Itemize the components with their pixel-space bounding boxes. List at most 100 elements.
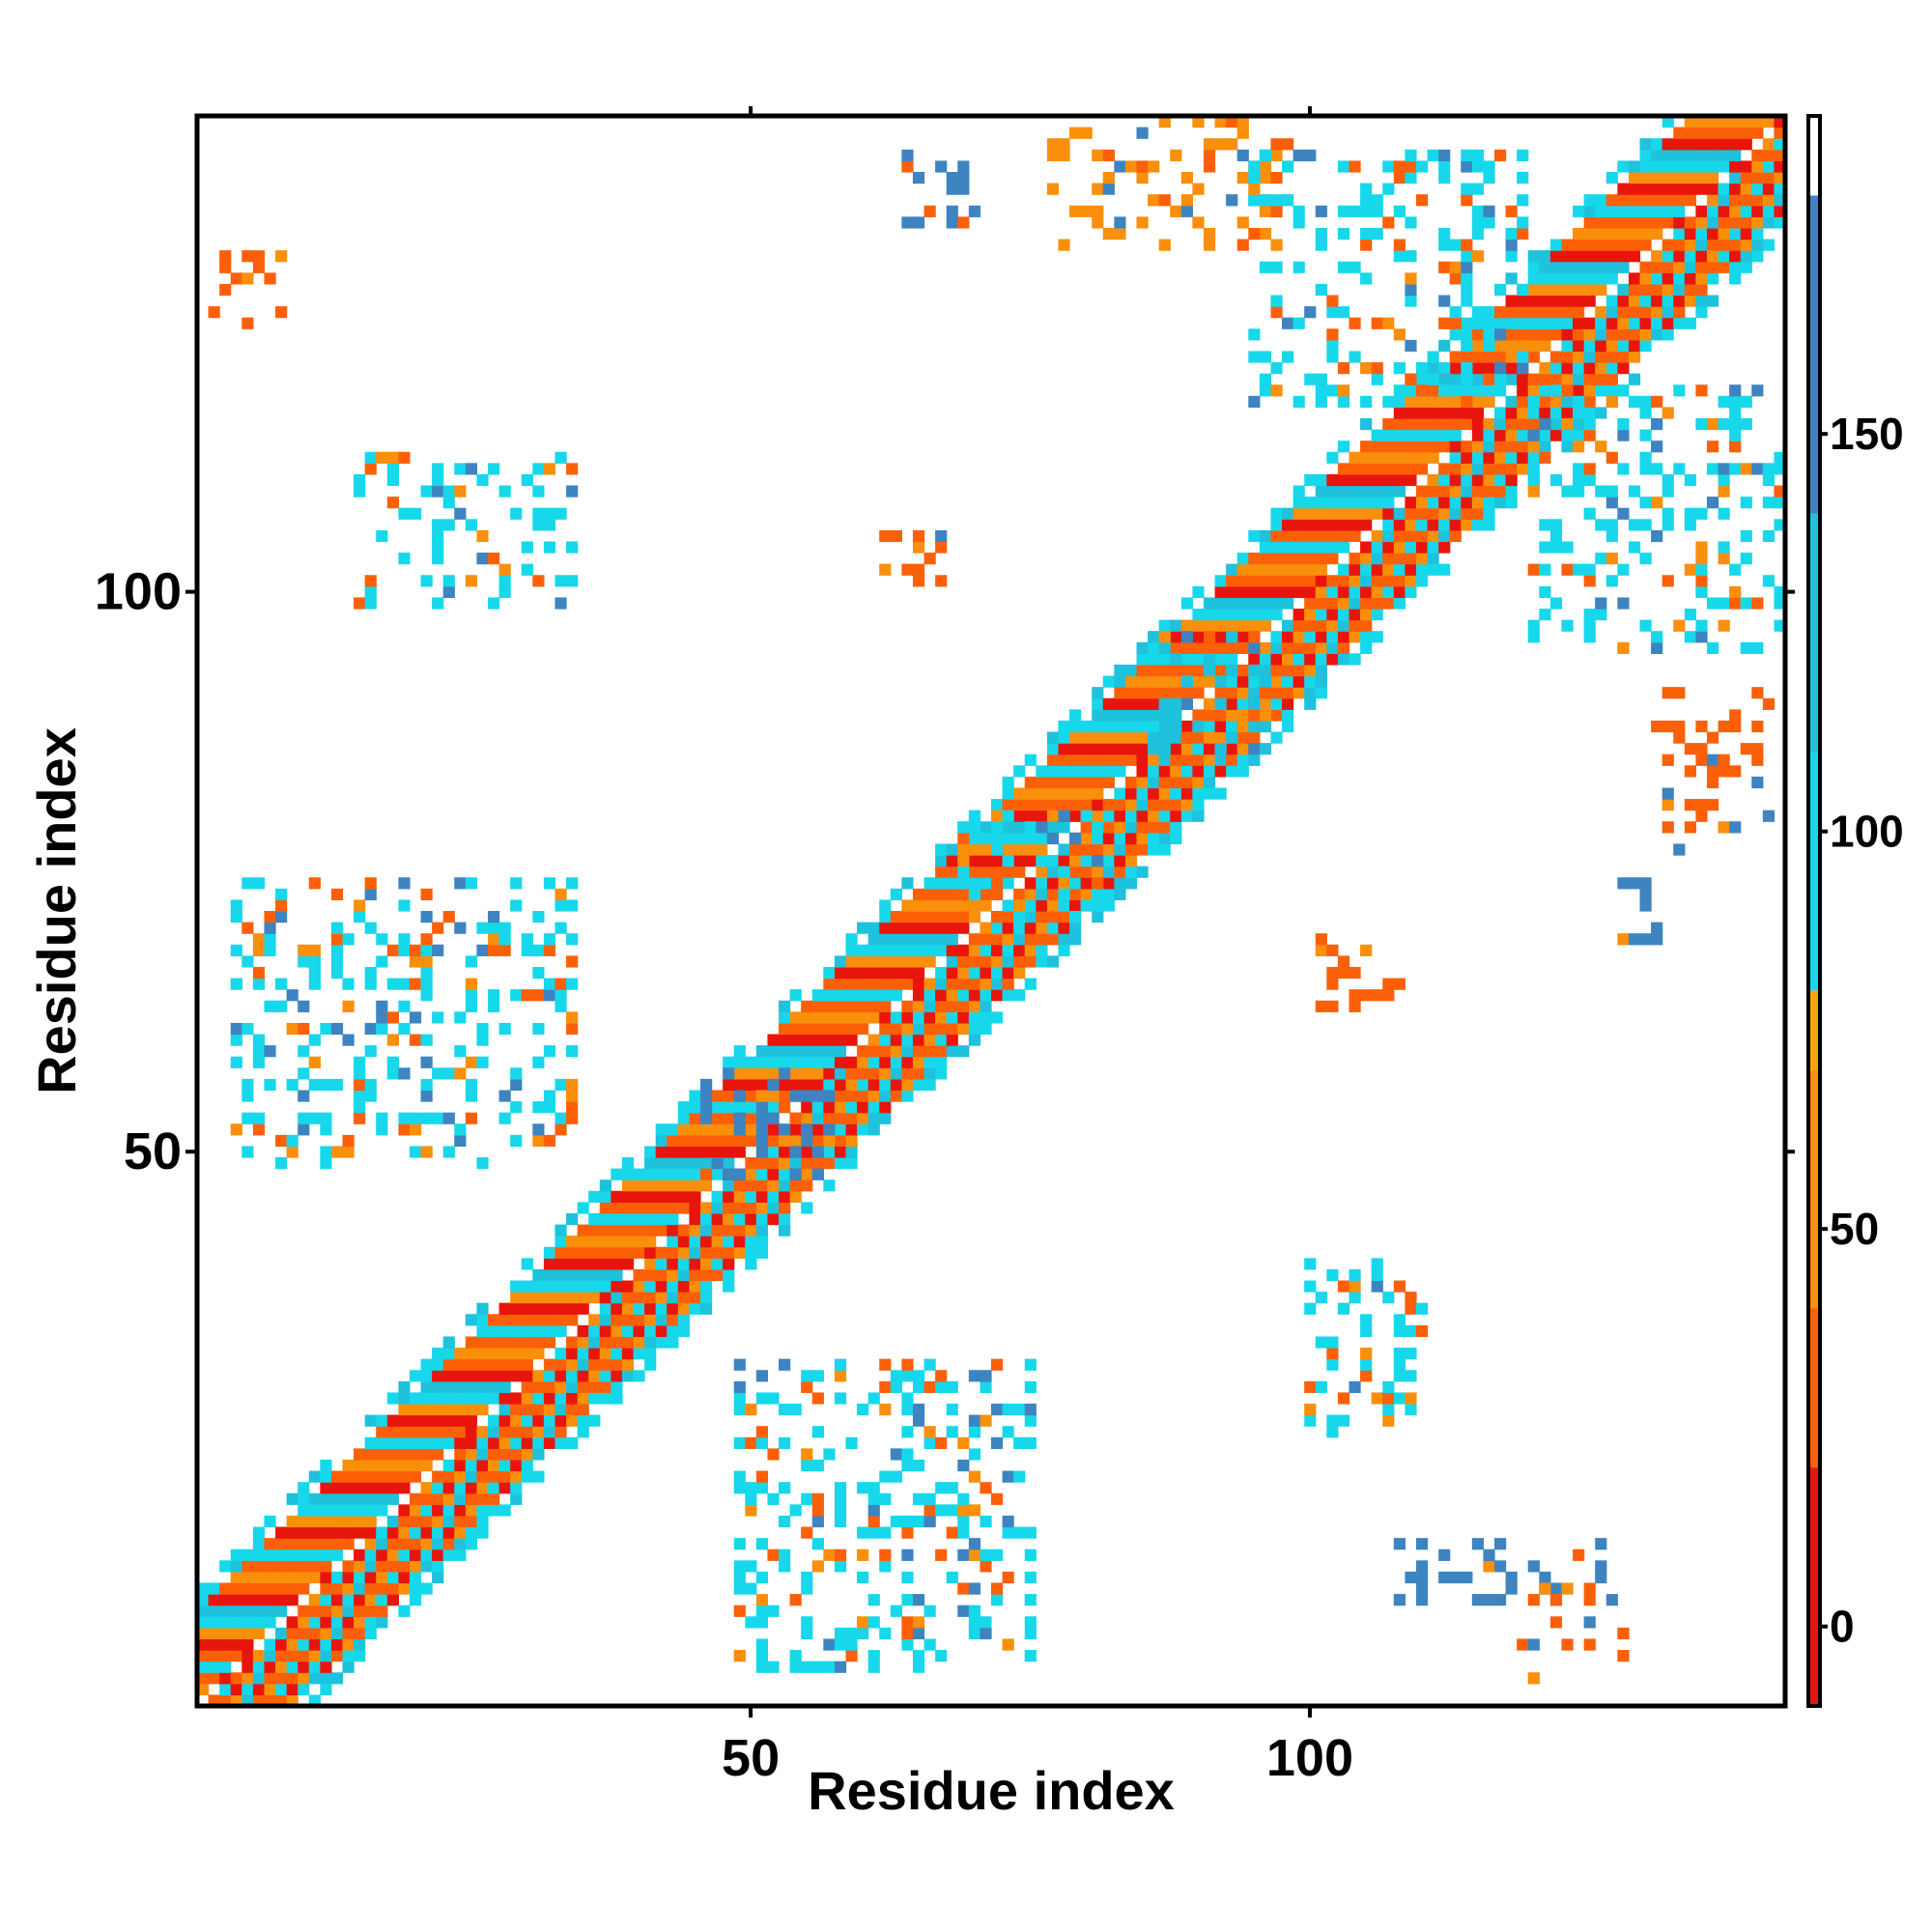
heatmap-cell	[1549, 261, 1563, 273]
heatmap-cell	[566, 1246, 579, 1259]
heatmap-cell	[1270, 575, 1283, 587]
heatmap-cell	[1002, 978, 1014, 990]
heatmap-cell	[1662, 250, 1674, 263]
heatmap-cell	[354, 1492, 366, 1505]
heatmap-cell	[320, 1683, 332, 1696]
heatmap-cell	[1203, 776, 1216, 789]
heatmap-cell	[1226, 765, 1238, 778]
heatmap-cell	[409, 1123, 422, 1136]
heatmap-cell	[1583, 373, 1596, 385]
heatmap-cell	[1673, 205, 1686, 217]
heatmap-cell	[1527, 295, 1540, 307]
heatmap-cell	[834, 1157, 847, 1170]
heatmap-cell	[1505, 306, 1518, 319]
heatmap-cell	[834, 1548, 847, 1561]
heatmap-cell	[242, 1146, 254, 1158]
heatmap-cell	[1013, 1404, 1026, 1416]
heatmap-cell	[699, 1078, 713, 1092]
heatmap-cell	[1740, 205, 1752, 217]
heatmap-cell	[364, 1090, 377, 1102]
heatmap-cell	[298, 1515, 310, 1528]
heatmap-cell	[1293, 641, 1305, 654]
heatmap-cell	[890, 933, 902, 946]
heatmap-cell	[1505, 317, 1518, 329]
heatmap-cell	[1124, 855, 1138, 867]
heatmap-cell	[1282, 160, 1294, 173]
heatmap-cell	[1304, 519, 1317, 531]
heatmap-cell	[488, 1459, 500, 1472]
heatmap-cell	[923, 1034, 936, 1046]
heatmap-cell	[779, 1067, 791, 1080]
heatmap-cell	[923, 1358, 936, 1371]
heatmap-cell	[1405, 507, 1417, 520]
heatmap-cell	[1539, 261, 1551, 273]
heatmap-cell	[1069, 855, 1082, 867]
heatmap-cell	[330, 966, 344, 980]
heatmap-cell	[442, 585, 455, 599]
heatmap-cell	[723, 1168, 735, 1180]
heatmap-cell	[1326, 351, 1339, 363]
heatmap-cell	[1236, 675, 1249, 688]
heatmap-cell	[543, 1414, 556, 1427]
heatmap-cell	[376, 1571, 388, 1584]
heatmap-cell	[923, 933, 936, 946]
heatmap-cell	[1505, 362, 1518, 375]
heatmap-cell	[264, 1582, 276, 1595]
heatmap-cell	[723, 1246, 735, 1259]
heatmap-cell	[1371, 429, 1383, 441]
heatmap-cell	[1583, 295, 1596, 307]
heatmap-cell	[1561, 417, 1574, 431]
heatmap-cell	[1651, 631, 1663, 643]
heatmap-cell	[811, 1661, 824, 1673]
heatmap-cell	[879, 1045, 892, 1058]
heatmap-cell	[1382, 989, 1395, 1002]
heatmap-cell	[1415, 429, 1429, 441]
heatmap-cell	[1102, 753, 1115, 766]
heatmap-cell	[1595, 362, 1607, 375]
heatmap-cell	[1337, 160, 1350, 173]
heatmap-cell	[1517, 194, 1529, 207]
heatmap-cell	[476, 1392, 489, 1405]
heatmap-cell	[1058, 731, 1070, 744]
heatmap-cell	[811, 1123, 824, 1136]
heatmap-cell	[1360, 227, 1373, 241]
heatmap-cell	[980, 1000, 992, 1012]
heatmap-cell	[532, 966, 545, 980]
heatmap-cell	[633, 1324, 645, 1338]
heatmap-cell	[566, 978, 579, 990]
heatmap-cell	[510, 899, 523, 912]
heatmap-cell	[1226, 585, 1238, 599]
heatmap-cell	[801, 1123, 813, 1136]
heatmap-cell	[454, 1045, 467, 1058]
heatmap-cell	[1527, 384, 1540, 397]
heatmap-cell	[1282, 138, 1294, 151]
heatmap-cell	[912, 171, 925, 185]
heatmap-cell	[498, 1022, 511, 1036]
heatmap-cell	[1349, 351, 1361, 363]
heatmap-cell	[711, 1101, 724, 1114]
heatmap-cell	[946, 1011, 958, 1024]
heatmap-cell	[733, 1123, 746, 1136]
heatmap-cell	[330, 1515, 344, 1528]
heatmap-cell	[834, 1123, 847, 1136]
heatmap-cell	[1706, 160, 1719, 173]
heatmap-cell	[621, 1370, 635, 1382]
heatmap-cell	[1751, 776, 1764, 789]
heatmap-cell	[566, 1348, 579, 1360]
heatmap-cell	[1617, 194, 1630, 207]
heatmap-cell	[1270, 585, 1283, 599]
heatmap-cell	[1148, 675, 1160, 688]
heatmap-cell	[354, 899, 366, 912]
heatmap-cell	[1214, 687, 1227, 699]
heatmap-cell	[912, 1011, 925, 1024]
heatmap-cell	[901, 1616, 914, 1629]
heatmap-cell	[1393, 1370, 1406, 1382]
plot-frame	[194, 113, 1788, 1709]
heatmap-cell	[1360, 417, 1373, 431]
heatmap-cell	[912, 1650, 925, 1662]
heatmap-cell	[219, 1560, 232, 1573]
heatmap-cell	[733, 1179, 746, 1192]
heatmap-cell	[1695, 127, 1708, 139]
heatmap-cell	[264, 1594, 276, 1606]
heatmap-cell	[1360, 395, 1373, 408]
